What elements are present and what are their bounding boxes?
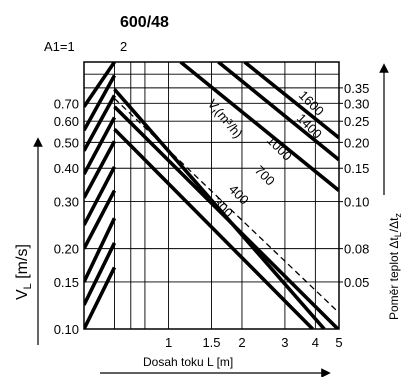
left-segment-8 [84, 74, 117, 132]
flow-line-1400 [217, 62, 339, 162]
y2-tick-0: 0.05 [344, 275, 369, 290]
flow-label-700: 700 [252, 163, 278, 189]
y2-tick-2: 0.10 [344, 195, 369, 210]
left-segment-0 [84, 266, 117, 329]
left-segment-9 [84, 62, 116, 108]
left-segment-7 [84, 94, 117, 152]
flow-line-300 [113, 127, 314, 329]
y2-tick-3: 0.15 [344, 161, 369, 176]
flow-label-300: 300 [210, 195, 236, 221]
a2-label: 2 [120, 39, 127, 54]
left-segment-3 [84, 189, 117, 250]
left-segments [84, 62, 117, 329]
chart-title: 600/48 [120, 14, 169, 31]
flow-line-1000 [179, 62, 339, 192]
y2-tick-4: 0.20 [344, 135, 369, 150]
y-tick-1: 0.15 [54, 275, 79, 290]
x-tick-labels: 1 1.5 2 3 4 5 [165, 335, 343, 350]
x-axis-label: Dosah toku L [m] [143, 355, 233, 369]
y2-axis-label-main: Poměr teplot Δt [387, 237, 401, 320]
y-tick-5: 0.50 [54, 135, 79, 150]
x-tick-4: 4 [312, 335, 319, 350]
left-segment-5 [84, 140, 117, 199]
y-axis-label: VL [m/s] [14, 244, 34, 300]
y-tick-3: 0.30 [54, 195, 79, 210]
y2-tick-1: 0.08 [344, 242, 369, 257]
y-axis-label-sub: L [22, 283, 34, 289]
x-tick-2: 2 [238, 335, 245, 350]
y-axis-label-v: V [14, 289, 31, 300]
y-tick-7: 0.70 [54, 96, 79, 111]
x-tick-0: 1 [165, 335, 172, 350]
plot-frame [83, 61, 340, 330]
y-tick-6: 0.60 [54, 114, 79, 129]
flow-lines [113, 62, 339, 329]
y-axis-label-unit: [m/s] [14, 244, 31, 283]
flow-unit-sub: t [209, 107, 219, 116]
left-segment-1 [84, 242, 117, 306]
y-tick-4: 0.40 [54, 161, 79, 176]
y-tick-2: 0.20 [54, 242, 79, 257]
x-tick-5: 5 [335, 335, 342, 350]
flow-line-400 [113, 105, 339, 329]
flow-label-1000: 1000 [264, 133, 295, 164]
left-segment-4 [84, 165, 117, 226]
flow-line-1600 [243, 62, 339, 140]
y2-tick-7: 0.35 [344, 81, 369, 96]
left-segment-2 [84, 217, 117, 283]
y2-axis-label-sub2: z [393, 213, 403, 218]
left-segment-6 [84, 116, 117, 176]
y2-tick-labels: 0.05 0.08 0.10 0.15 0.20 0.25 0.300.35 [339, 81, 369, 290]
a1-label: A1=1 [44, 39, 75, 54]
x-tick-3: 3 [281, 335, 288, 350]
y2-tick-6: 0.30 [344, 96, 369, 111]
y-tick-0: 0.10 [54, 322, 79, 337]
y2-tick-5: 0.25 [344, 114, 369, 129]
ratio-dashed-line [114, 98, 340, 314]
y2-axis-label-mid: /Δt [387, 217, 401, 232]
y-tick-labels: 0.10 0.15 0.20 0.30 0.40 0.50 0.60 0.70 [54, 96, 79, 337]
y2-axis-label: Poměr teplot ΔtL/Δtz [387, 213, 403, 320]
y2-axis-label-sub1: L [393, 232, 403, 237]
x-tick-1: 1.5 [202, 335, 220, 350]
